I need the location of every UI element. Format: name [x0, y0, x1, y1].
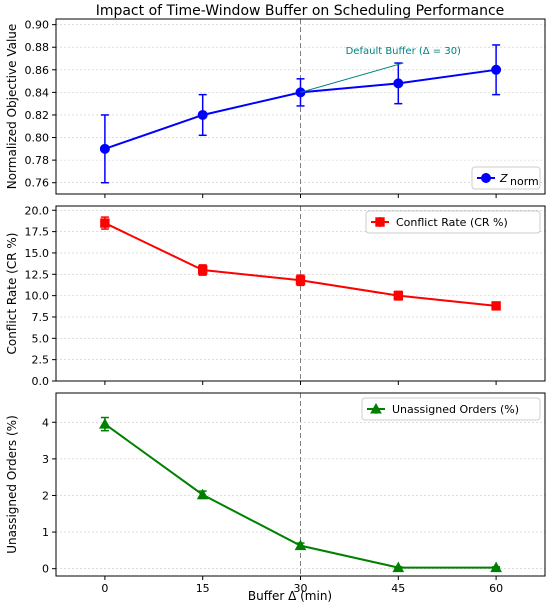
- y-tick-label: 0.0: [32, 375, 50, 388]
- y-tick-label: 4: [42, 416, 49, 429]
- annotation-label: Default Buffer (Δ = 30): [346, 46, 461, 57]
- y-tick-label: 3: [42, 453, 49, 466]
- legend-label-subscript: norm: [510, 175, 539, 188]
- y-tick-label: 1: [42, 526, 49, 539]
- data-point: [100, 218, 110, 228]
- y-tick-label: 5.0: [32, 332, 50, 345]
- series-1: [100, 216, 501, 311]
- legend-label: Z: [499, 172, 508, 185]
- x-tick-label: 0: [101, 582, 108, 595]
- annotation-arrow: [300, 62, 404, 93]
- chart-title: Impact of Time-Window Buffer on Scheduli…: [96, 3, 505, 19]
- y-tick-label: 0.82: [25, 109, 50, 122]
- legend-label: Unassigned Orders (%): [392, 403, 519, 416]
- data-point: [490, 561, 502, 573]
- data-point: [197, 109, 208, 120]
- data-point: [491, 64, 502, 75]
- y-axis-title: Normalized Objective Value: [5, 24, 19, 190]
- legend: Conflict Rate (CR %): [365, 210, 541, 234]
- x-tick-label: 45: [391, 582, 405, 595]
- data-point: [393, 290, 404, 301]
- x-tick-label: 15: [196, 582, 210, 595]
- y-tick-label: 2: [42, 489, 49, 502]
- y-tick-label: 0.88: [25, 41, 50, 54]
- data-point: [491, 301, 501, 311]
- data-point: [196, 488, 209, 500]
- data-point: [99, 418, 111, 429]
- y-tick-label: 0.84: [25, 86, 50, 99]
- data-point: [198, 265, 208, 275]
- y-tick-label: 0: [42, 563, 49, 576]
- legend-box: [361, 397, 541, 421]
- data-point: [392, 561, 405, 573]
- data-point: [294, 539, 307, 551]
- legend-label: Conflict Rate (CR %): [396, 216, 508, 229]
- y-tick-label: 20.0: [25, 204, 50, 217]
- data-point: [99, 143, 110, 154]
- x-tick-label: 30: [294, 582, 308, 595]
- x-tick-label: 60: [489, 582, 503, 595]
- y-tick-label: 0.78: [25, 154, 50, 167]
- y-tick-label: 10.0: [25, 290, 50, 303]
- y-tick-label: 2.5: [32, 354, 50, 367]
- y-tick-label: 0.80: [25, 132, 50, 145]
- legend: Unassigned Orders (%): [361, 397, 541, 421]
- panel-2: 0.0 2.5 5.0 7.5 10.0 12.5 15.0 17.5 20.0 Conflict…: [5, 204, 546, 388]
- legend-marker: [370, 402, 382, 414]
- y-axis-title: Conflict Rate (CR %): [5, 233, 19, 355]
- y-tick-label: 15.0: [25, 247, 50, 260]
- x-axis-title: Buffer Δ (min): [248, 589, 332, 603]
- y-tick-label: 7.5: [32, 311, 50, 324]
- data-point: [393, 78, 404, 89]
- series-1: [99, 44, 502, 184]
- y-tick-label: 12.5: [25, 268, 50, 281]
- data-point: [295, 275, 306, 285]
- y-tick-label: 0.86: [25, 64, 50, 77]
- y-axis-title: Unassigned Orders (%): [5, 415, 19, 554]
- y-tick-label: 0.76: [25, 177, 50, 190]
- legend-box: [365, 210, 541, 234]
- legend-marker: [481, 173, 491, 183]
- y-tick-label: 17.5: [25, 226, 50, 239]
- panel-1: 0.76 0.78 0.80 0.82 0.84 0.86 0.88 0.90 Normaliz…: [5, 18, 546, 198]
- legend-marker: [375, 217, 385, 227]
- series-1: [99, 416, 502, 573]
- chart-panels: 0.76 0.78 0.80 0.82 0.84 0.86 0.88 0.90 Normaliz…: [5, 18, 546, 595]
- y-tick-label: 0.90: [25, 19, 50, 32]
- legend-box: [471, 166, 541, 190]
- panel-3: 0 1 2 3 4 0 15 30 45 60 Unassigned Orders (%) Unass…: [5, 392, 546, 595]
